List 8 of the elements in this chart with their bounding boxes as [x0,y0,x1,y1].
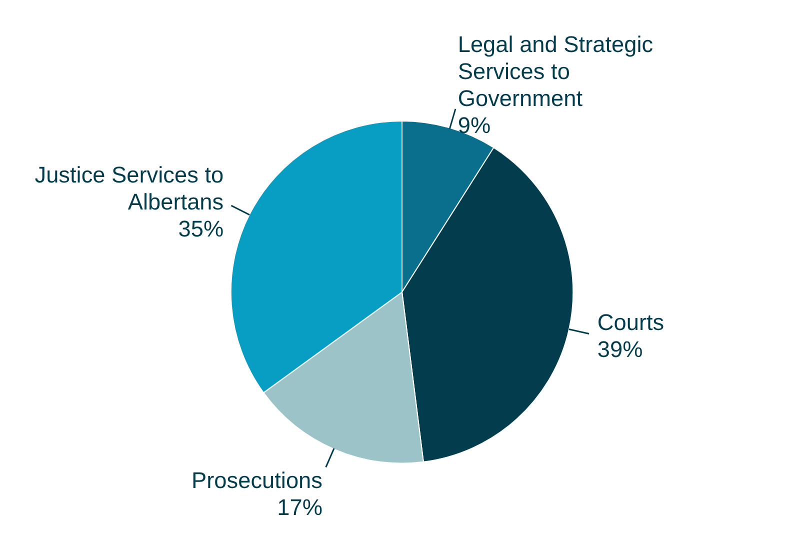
data-label: 17% [277,494,322,520]
slice-label: Justice Services to Albertans [34,162,224,215]
data-label: 35% [178,216,224,242]
data-label: 39% [597,336,643,362]
slice-label: Prosecutions [192,466,322,493]
slice-label: Legal and Strategic Services to Government [458,31,654,112]
slice-label: Courts [597,309,664,336]
data-label: 9% [458,112,491,138]
